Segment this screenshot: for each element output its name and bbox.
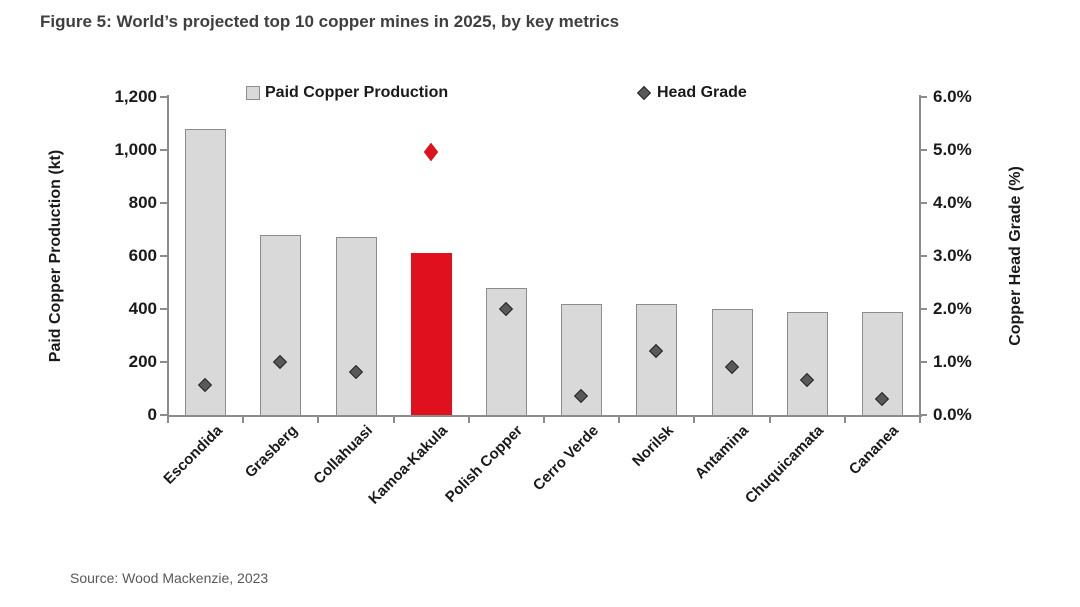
diamond-swatch-icon <box>636 85 652 101</box>
left-axis-tick-label: 400 <box>128 299 157 318</box>
category-label: Grasberg <box>241 422 301 482</box>
right-axis-tick-label: 2.0% <box>933 299 972 318</box>
right-axis-tick <box>920 255 927 257</box>
category-boundary-tick <box>543 417 545 423</box>
category-boundary-tick <box>618 417 621 423</box>
category-label: Antamina <box>691 422 753 483</box>
left-axis-title: Paid Copper Production (kt) <box>47 149 64 363</box>
left-axis-tick <box>160 96 167 98</box>
left-axis-tick <box>160 414 167 416</box>
category-boundary-tick <box>843 417 846 423</box>
source-note: Source: Wood Mackenzie, 2023 <box>70 570 269 586</box>
bar <box>260 234 302 415</box>
left-axis-tick-label: 0 <box>147 405 157 424</box>
right-axis-tick-label: 0.0% <box>933 405 972 424</box>
legend-item-paid-copper-production: Paid Copper Production <box>246 84 448 102</box>
bar <box>786 311 828 415</box>
category-label: Kamoa-Kakula <box>365 422 452 508</box>
right-axis-tick-label: 5.0% <box>933 140 972 159</box>
right-axis-tick <box>920 308 927 310</box>
left-axis-tick-label: 1,000 <box>114 140 157 159</box>
left-axis-tick <box>160 255 167 257</box>
right-axis-tick-label: 4.0% <box>933 193 972 212</box>
left-axis-tick <box>160 308 167 310</box>
category-label: Collahuasi <box>310 422 377 488</box>
left-axis-tick <box>160 149 167 151</box>
category-boundary-tick <box>242 417 245 423</box>
legend-item-head-grade: Head Grade <box>636 84 747 102</box>
category-label: Polish Copper <box>442 422 527 506</box>
bar-highlighted <box>410 253 452 415</box>
category-boundary-tick <box>167 417 169 423</box>
left-axis-tick-label: 800 <box>128 193 157 212</box>
category-label: Escondida <box>159 422 226 488</box>
category-boundary-tick <box>693 417 696 423</box>
right-axis-tick <box>920 414 927 416</box>
legend-label-head-grade: Head Grade <box>657 84 747 101</box>
head-grade-marker-highlighted <box>423 142 438 162</box>
category-label: Cananea <box>846 422 903 479</box>
right-axis-tick <box>920 96 927 98</box>
right-axis-tick-label: 3.0% <box>933 246 972 265</box>
category-boundary-tick <box>467 417 470 423</box>
category-boundary-tick <box>768 417 771 423</box>
left-axis-line <box>166 95 169 417</box>
bottom-axis-line <box>166 415 922 417</box>
right-axis-tick-label: 6.0% <box>933 87 972 106</box>
left-axis-tick-label: 600 <box>128 246 157 265</box>
left-axis-tick <box>160 361 167 363</box>
category-label: Norilsk <box>628 422 677 470</box>
bar <box>636 303 678 415</box>
category-boundary-tick <box>392 417 395 423</box>
legend-label-production: Paid Copper Production <box>265 84 449 101</box>
category-boundary-tick <box>919 417 921 423</box>
right-axis-title: Copper Head Grade (%) <box>1007 166 1024 346</box>
bar <box>185 128 227 415</box>
right-axis-tick <box>920 149 927 151</box>
category-label: Cerro Verde <box>529 422 602 495</box>
bar-swatch-icon <box>246 86 260 100</box>
right-axis-tick-label: 1.0% <box>933 352 972 371</box>
category-boundary-tick <box>317 417 320 423</box>
category-label: Chuquicamata <box>742 422 828 508</box>
right-axis-tick <box>920 361 927 363</box>
right-axis-tick <box>920 202 927 204</box>
left-axis-tick <box>160 202 167 204</box>
left-axis-tick-label: 1,200 <box>114 87 157 106</box>
figure-title: Figure 5: World’s projected top 10 coppe… <box>40 12 620 31</box>
left-axis-tick-label: 200 <box>128 352 157 371</box>
bar <box>335 237 377 415</box>
